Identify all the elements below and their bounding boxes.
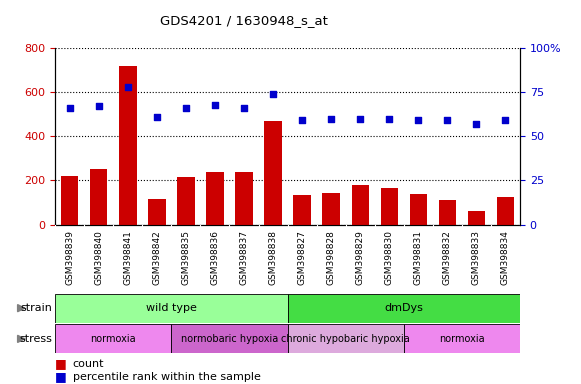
Text: dmDys: dmDys [385, 303, 423, 313]
Bar [352, 185, 369, 225]
Point [297, 118, 307, 124]
Point [123, 84, 132, 90]
Text: GSM398832: GSM398832 [443, 230, 452, 285]
Text: percentile rank within the sample: percentile rank within the sample [73, 372, 260, 382]
Bar [439, 200, 456, 225]
Bar [293, 195, 311, 225]
Bar [148, 199, 166, 225]
Point [501, 118, 510, 124]
Text: ■: ■ [55, 358, 67, 370]
Point [443, 118, 452, 124]
Point [210, 101, 220, 108]
Bar [322, 193, 340, 225]
Text: GSM398833: GSM398833 [472, 230, 481, 285]
Bar [119, 66, 137, 225]
Text: GSM398836: GSM398836 [210, 230, 220, 285]
Bar [61, 176, 78, 225]
Bar [497, 197, 514, 225]
Text: GSM398834: GSM398834 [501, 230, 510, 285]
Text: GSM398827: GSM398827 [297, 230, 307, 285]
Text: GSM398841: GSM398841 [123, 230, 132, 285]
Bar [381, 188, 398, 225]
Bar [404, 324, 520, 353]
Text: GSM398838: GSM398838 [268, 230, 278, 285]
Bar [235, 172, 253, 225]
Bar [177, 177, 195, 225]
Text: GSM398840: GSM398840 [94, 230, 103, 285]
Bar [171, 324, 288, 353]
Text: GSM398842: GSM398842 [152, 230, 162, 285]
Point [152, 114, 162, 120]
Text: GSM398837: GSM398837 [239, 230, 249, 285]
Point [65, 105, 74, 111]
Text: GDS4201 / 1630948_s_at: GDS4201 / 1630948_s_at [160, 14, 328, 27]
Bar [55, 294, 288, 323]
Point [181, 105, 191, 111]
Text: GSM398829: GSM398829 [356, 230, 365, 285]
Text: GSM398830: GSM398830 [385, 230, 394, 285]
Point [472, 121, 481, 127]
Bar [206, 172, 224, 225]
Text: stress: stress [19, 334, 52, 344]
Point [268, 91, 278, 97]
Text: normoxia: normoxia [439, 334, 485, 344]
Text: normobaric hypoxia: normobaric hypoxia [181, 334, 278, 344]
Text: ■: ■ [55, 370, 67, 383]
Text: normoxia: normoxia [91, 334, 136, 344]
Text: wild type: wild type [146, 303, 197, 313]
Text: GSM398835: GSM398835 [181, 230, 191, 285]
Point [94, 103, 103, 109]
Text: GSM398828: GSM398828 [327, 230, 336, 285]
Text: GSM398831: GSM398831 [414, 230, 423, 285]
Point [239, 105, 249, 111]
Bar [55, 324, 171, 353]
Point [356, 116, 365, 122]
Text: count: count [73, 359, 104, 369]
Bar [288, 294, 520, 323]
Text: chronic hypobaric hypoxia: chronic hypobaric hypoxia [281, 334, 410, 344]
Bar [410, 194, 427, 225]
Point [327, 116, 336, 122]
Bar [264, 121, 282, 225]
Bar [468, 212, 485, 225]
Bar [90, 169, 107, 225]
Point [385, 116, 394, 122]
Text: strain: strain [20, 303, 52, 313]
Text: GSM398839: GSM398839 [65, 230, 74, 285]
Point [414, 118, 423, 124]
Bar [288, 324, 404, 353]
